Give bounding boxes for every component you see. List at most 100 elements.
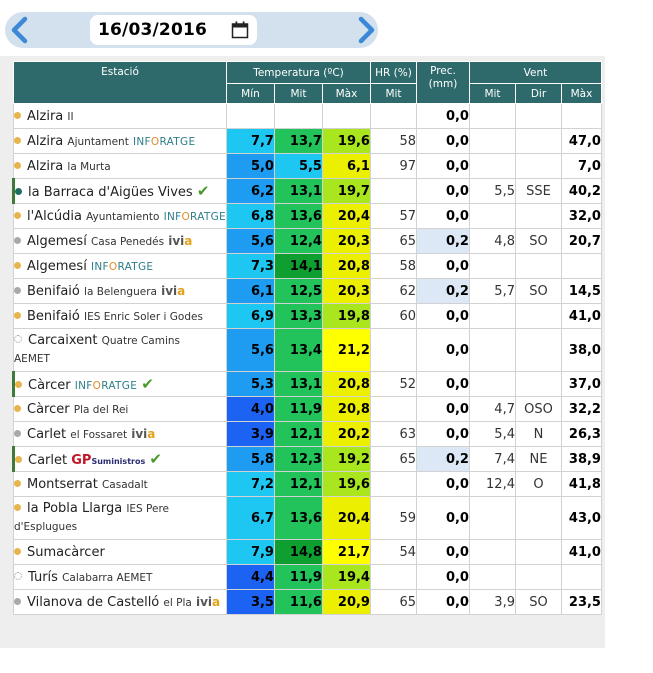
table-row[interactable]: Alzira Ajuntament INFORATGE 7,7 13,7 19,6 58… <box>13 128 602 154</box>
wind-dir-cell: SSE <box>514 178 562 204</box>
station-name-cell[interactable]: Càrcer INFORATGE ✔ <box>12 371 227 397</box>
table-row[interactable]: Algemesí INFORATGE 7,3 14,1 20,8 58 0,0 <box>13 253 602 279</box>
header-vent-max[interactable]: Màx <box>560 83 602 104</box>
table-row[interactable]: Càrcer Pla del Rei 4,0 11,9 20,8 0,0 4,7 OSO 32… <box>13 396 602 422</box>
station-name-cell[interactable]: Carcaixent Quatre Camins AEMET <box>13 328 227 372</box>
station-subname: la Belenguera <box>84 285 157 298</box>
table-row[interactable]: la Barraca d'Aigües Vives ✔ 6,2 13,1 19,7 0,… <box>12 178 602 204</box>
wind-mit-cell <box>468 328 516 372</box>
precipitation-cell: 0,0 <box>415 471 470 497</box>
humidity-cell: 58 <box>369 253 417 279</box>
station-name: Càrcer <box>27 401 70 417</box>
wind-dir-cell: N <box>514 421 562 447</box>
stations-body: Alzira II 0,0 Alzira Ajuntament INFORATGE 7… <box>12 103 602 615</box>
station-name-cell[interactable]: Algemesí Casa Penedés ivia <box>13 228 227 254</box>
wind-dir-cell: SO <box>514 228 562 254</box>
precipitation-cell: 0,0 <box>415 496 470 540</box>
table-row[interactable]: la Pobla Llarga IES Pere d'Esplugues 6,7 13… <box>13 496 602 540</box>
header-tmin[interactable]: Mín <box>225 83 275 104</box>
station-name-cell[interactable]: Alzira II <box>13 103 227 129</box>
calendar-icon[interactable] <box>231 21 249 39</box>
table-row[interactable]: Alzira la Murta 5,0 5,5 6,1 97 0,0 7,0 <box>13 153 602 179</box>
temp-max-cell: 19,8 <box>321 303 371 329</box>
header-tmax[interactable]: Màx <box>321 83 371 104</box>
table-row[interactable]: l'Alcúdia Ayuntamiento INFORATGE 6,8 13,6 2… <box>13 203 602 229</box>
header-estacio[interactable]: Estació <box>13 61 227 104</box>
grey-dot-icon <box>14 597 21 605</box>
header-hr-mit[interactable]: Mit <box>369 83 417 104</box>
station-subname: el Fossaret <box>70 428 128 441</box>
temp-mit-cell: 11,9 <box>273 396 323 422</box>
grey-dot-icon <box>14 429 21 437</box>
station-name: Alzira <box>27 108 64 124</box>
table-row[interactable]: Carlet GPSuministros ✔ 5,8 12,3 19,2 65 0,2 7,… <box>12 446 602 472</box>
station-name: l'Alcúdia <box>27 208 82 224</box>
table-row[interactable]: Benifaió IES Enric Soler i Godes 6,9 13,3 1… <box>13 303 602 329</box>
station-name-cell[interactable]: l'Alcúdia Ayuntamiento INFORATGE <box>13 203 227 229</box>
humidity-cell: 58 <box>369 128 417 154</box>
station-name-cell[interactable]: Sumacàrcer <box>13 539 227 565</box>
station-name-cell[interactable]: Benifaió la Belenguera ivia <box>13 278 227 304</box>
inforatge-logo: INFORATGE <box>163 210 226 223</box>
chevron-left-icon <box>11 16 28 44</box>
station-name-cell[interactable]: Carlet el Fossaret ivia <box>13 421 227 447</box>
header-tmit[interactable]: Mit <box>273 83 323 104</box>
station-name-cell[interactable]: Carlet GPSuministros ✔ <box>12 446 227 472</box>
table-row[interactable]: Sumacàrcer 7,9 14,8 21,7 54 0,0 41,0 <box>13 539 602 565</box>
temp-min-cell: 6,7 <box>225 496 275 540</box>
table-row[interactable]: Carcaixent Quatre Camins AEMET 5,6 13,4 21,2… <box>13 328 602 372</box>
table-row[interactable]: Carlet el Fossaret ivia 3,9 12,1 20,2 63 0,0 5… <box>13 421 602 447</box>
table-row[interactable]: Montserrat Casadalt 7,2 12,1 19,6 0,0 12,4 O 41… <box>13 471 602 497</box>
station-subname: Calabarra AEMET <box>62 571 153 584</box>
wind-dir-cell: O <box>514 471 562 497</box>
next-day-button[interactable] <box>353 15 379 45</box>
wind-dir-cell <box>514 539 562 565</box>
wind-max-cell: 7,0 <box>560 153 602 179</box>
precipitation-cell: 0,0 <box>415 203 470 229</box>
table-row[interactable]: Benifaió la Belenguera ivia 6,1 12,5 20,3 62… <box>13 278 602 304</box>
wind-mit-cell: 5,7 <box>468 278 516 304</box>
wind-mit-cell: 12,4 <box>468 471 516 497</box>
station-name-cell[interactable]: Benifaió IES Enric Soler i Godes <box>13 303 227 329</box>
table-row[interactable]: Alzira II 0,0 <box>13 103 602 129</box>
precipitation-cell: 0,0 <box>415 564 470 590</box>
temp-min-cell: 4,0 <box>225 396 275 422</box>
wind-max-cell: 38,0 <box>560 328 602 372</box>
header-vent-mit[interactable]: Mit <box>468 83 516 104</box>
precipitation-cell: 0,0 <box>415 396 470 422</box>
wind-max-cell: 47,0 <box>560 128 602 154</box>
station-name-cell[interactable]: Càrcer Pla del Rei <box>13 396 227 422</box>
wind-mit-cell: 4,8 <box>468 228 516 254</box>
header-prec[interactable]: Prec. (mm) <box>415 61 470 104</box>
temp-min-cell: 4,4 <box>225 564 275 590</box>
station-name-cell[interactable]: Alzira la Murta <box>13 153 227 179</box>
header-vent-dir[interactable]: Dir <box>514 83 562 104</box>
table-row[interactable]: Turís Calabarra AEMET 4,4 11,9 19,4 0,0 <box>13 564 602 590</box>
empty-dot-icon <box>14 571 22 580</box>
table-row[interactable]: Càrcer INFORATGE ✔ 5,3 13,1 20,8 52 0,0 37,0 <box>12 371 602 397</box>
inforatge-logo: INFORATGE <box>132 135 196 148</box>
wind-dir-cell <box>514 496 562 540</box>
station-name-cell[interactable]: Alzira Ajuntament INFORATGE <box>13 128 227 154</box>
station-name-cell[interactable]: la Barraca d'Aigües Vives ✔ <box>12 178 227 204</box>
wind-max-cell <box>560 253 602 279</box>
precipitation-cell: 0,0 <box>415 178 470 204</box>
date-input[interactable]: 16/03/2016 <box>90 15 257 45</box>
station-name-cell[interactable]: Vilanova de Castelló el Pla ivia <box>13 589 227 615</box>
table-row[interactable]: Algemesí Casa Penedés ivia 5,6 12,4 20,3 65 0… <box>13 228 602 254</box>
station-name: Algemesí <box>27 258 87 274</box>
orange-dot-icon <box>14 404 21 412</box>
previous-day-button[interactable] <box>7 15 33 45</box>
table-row[interactable]: Vilanova de Castelló el Pla ivia 3,5 11,6 2… <box>13 589 602 615</box>
wind-max-cell: 43,0 <box>560 496 602 540</box>
humidity-cell: 57 <box>369 203 417 229</box>
orange-dot-icon <box>14 111 21 119</box>
station-name-cell[interactable]: Montserrat Casadalt <box>13 471 227 497</box>
humidity-cell: 63 <box>369 421 417 447</box>
station-name-cell[interactable]: Algemesí INFORATGE <box>13 253 227 279</box>
station-name: Carcaixent <box>28 333 98 348</box>
wind-max-cell: 14,5 <box>560 278 602 304</box>
station-name-cell[interactable]: Turís Calabarra AEMET <box>13 564 227 590</box>
station-name-cell[interactable]: la Pobla Llarga IES Pere d'Esplugues <box>13 496 227 540</box>
wind-mit-cell <box>468 303 516 329</box>
